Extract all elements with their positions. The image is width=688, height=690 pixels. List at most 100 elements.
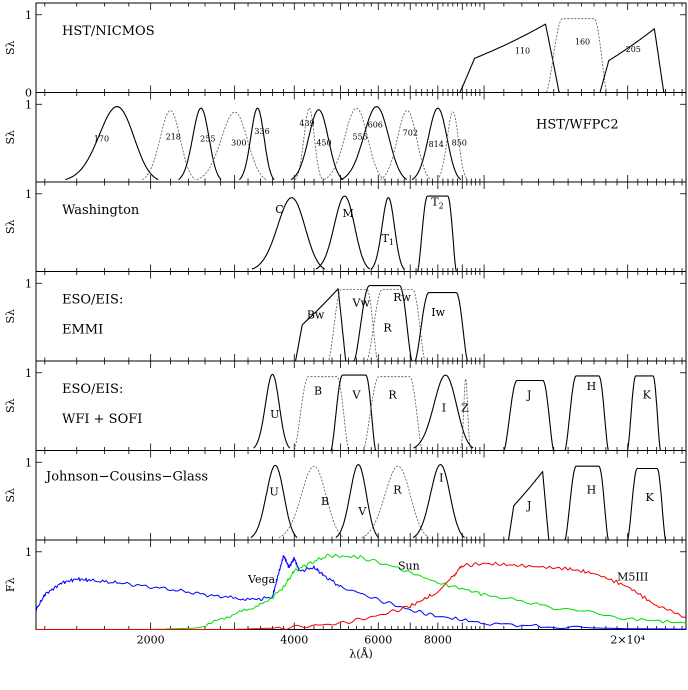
- filter-curve-jcg-K: [625, 467, 668, 541]
- filter-label-wfpc2-450: 450: [316, 138, 331, 147]
- filter-label-wfpc2-814: 814: [429, 140, 444, 149]
- filter-label-wfpc2-439: 439: [299, 119, 314, 128]
- filter-curve-emmi-Iw: [412, 292, 470, 362]
- filter-label-wfisofi-V: V: [352, 388, 362, 401]
- x-tick-label-20000: 2×10⁴: [610, 634, 645, 647]
- filter-curve-washington-T1: [370, 197, 405, 270]
- filter-label-emmi-Rw: Rw: [393, 291, 411, 304]
- filter-label-emmi-Bw: Bw: [307, 308, 325, 321]
- filter-label-wfisofi-Z: Z: [461, 402, 469, 415]
- filter-label-wfpc2-850: 850: [452, 138, 467, 147]
- filter-curve-wfisofi-K: [625, 375, 662, 452]
- filter-label-jcg-V: V: [357, 505, 367, 518]
- filter-label-wfpc2-702: 702: [403, 128, 418, 137]
- panel-frame-washington: [35, 181, 687, 272]
- panel-frame-nicmos: [35, 2, 687, 93]
- filter-curve-wfisofi-I: [413, 374, 474, 449]
- filter-curve-wfpc2-606: [340, 106, 408, 181]
- filter-curve-wfpc2-439: [294, 107, 323, 180]
- filter-label-sub-washington-T2: 2: [439, 201, 444, 210]
- filter-curve-wfisofi-R: [360, 376, 425, 451]
- y-tick-label-spectra-1: 1: [25, 546, 32, 559]
- filter-label-emmi-R: R: [383, 321, 392, 334]
- filter-curve-wfpc2-702: [380, 110, 432, 181]
- y-axis-label-spectra: Fλ: [4, 577, 17, 592]
- filter-label-nicmos-205: 205: [626, 45, 641, 54]
- panel-title-jcg: Johnson−Cousins−Glass: [44, 470, 208, 485]
- x-tick-label-4000: 4000: [280, 634, 308, 647]
- filter-label-washington-T2: T2: [431, 195, 443, 210]
- filter-curve-wfisofi-V: [328, 374, 378, 452]
- x-axis-label: λ(Å): [349, 647, 373, 661]
- filter-label-wfisofi-R: R: [388, 388, 397, 401]
- filter-label-jcg-B: B: [321, 495, 329, 508]
- filter-curve-jcg-B: [278, 465, 345, 538]
- y-axis-label-washington: Sλ: [4, 219, 17, 234]
- panel-frame-spectra: [35, 539, 687, 630]
- filter-label-nicmos-110: 110: [515, 47, 530, 56]
- filter-label-wfisofi-I: I: [442, 402, 446, 415]
- spectrum-M5III: [36, 561, 687, 630]
- spectrum-Vega: [35, 555, 686, 630]
- filter-curve-wfpc2-300: [196, 111, 267, 181]
- panel-title-washington: Washington: [62, 203, 140, 218]
- panel-frame-emmi: [35, 271, 687, 362]
- filter-label-sub-washington-T1: 1: [389, 238, 394, 247]
- filter-curve-emmi-Vw: [326, 289, 380, 362]
- filter-curve-emmi-R: [351, 285, 415, 362]
- filter-curve-washington-C: [251, 197, 326, 270]
- panel-title-wfisofi: ESO/EIS:: [62, 382, 123, 397]
- y-axis-label-jcg: Sλ: [4, 488, 17, 503]
- filter-curve-wfisofi-J: [501, 379, 556, 452]
- filter-label-wfisofi-U: U: [270, 408, 279, 421]
- filter-label-wfpc2-170: 170: [94, 135, 109, 144]
- panel-title-nicmos: HST/NICMOS: [62, 24, 155, 39]
- filter-label-wfpc2-255: 255: [200, 135, 215, 144]
- filter-curve-emmi-Rw: [364, 289, 428, 362]
- filter-label-wfpc2-606: 606: [368, 121, 383, 130]
- filter-curve-wfpc2-555: [323, 107, 385, 180]
- filter-label-wfpc2-218: 218: [166, 132, 181, 141]
- filter-label-wfisofi-J: J: [526, 388, 531, 401]
- filter-curve-jcg-H: [562, 465, 611, 541]
- filter-curve-nicmos-160: [543, 18, 610, 93]
- filter-label-emmi-Vw: Vw: [352, 297, 371, 310]
- filter-curve-emmi-Bw: [288, 288, 349, 362]
- filter-label-wfpc2-300: 300: [231, 138, 246, 147]
- y-axis-label-wfpc2: Sλ: [4, 130, 17, 145]
- filter-label-wfisofi-K: K: [643, 388, 652, 401]
- panel-title-wfisofi: WFI + SOFI: [62, 412, 142, 427]
- panel-title-emmi: EMMI: [62, 323, 103, 338]
- y-axis-label-nicmos: Sλ: [4, 40, 17, 55]
- spectrum-label-Sun: Sun: [398, 560, 420, 573]
- y-axis-label-wfisofi: Sλ: [4, 398, 17, 413]
- filter-label-wfisofi-H: H: [587, 380, 597, 393]
- filter-curve-jcg-R: [361, 465, 430, 538]
- filter-curve-wfpc2-170: [65, 106, 159, 181]
- filter-label-nicmos-160: 160: [575, 37, 590, 46]
- filter-curve-jcg-I: [412, 464, 465, 539]
- filter-curve-nicmos-110: [444, 23, 565, 94]
- filter-curve-jcg-J: [503, 471, 552, 541]
- y-tick-label-nicmos-1: 1: [25, 9, 32, 22]
- spectrum-label-M5III: M5III: [617, 571, 648, 584]
- filter-curve-wfpc2-255: [178, 107, 222, 181]
- filter-label-jcg-K: K: [646, 491, 655, 504]
- x-tick-label-2000: 2000: [137, 634, 165, 647]
- filter-curve-jcg-U: [250, 464, 298, 539]
- filter-label-wfpc2-555: 555: [353, 132, 368, 141]
- filter-curve-wfpc2-850: [436, 111, 468, 181]
- y-tick-label-washington-1: 1: [25, 188, 32, 201]
- y-tick-label-emmi-1: 1: [25, 277, 32, 290]
- filter-label-jcg-R: R: [393, 483, 402, 496]
- filter-label-washington-M: M: [343, 207, 354, 220]
- spectrum-Sun: [36, 553, 687, 630]
- filter-label-jcg-J: J: [526, 499, 531, 512]
- filter-label-wfisofi-B: B: [314, 385, 322, 398]
- filter-label-emmi-Iw: Iw: [431, 306, 445, 319]
- y-tick-label-wfpc2-1: 1: [25, 98, 32, 111]
- filter-curve-wfisofi-B: [291, 376, 351, 451]
- y-axis-label-emmi: Sλ: [4, 309, 17, 324]
- filter-label-washington-C: C: [275, 203, 283, 216]
